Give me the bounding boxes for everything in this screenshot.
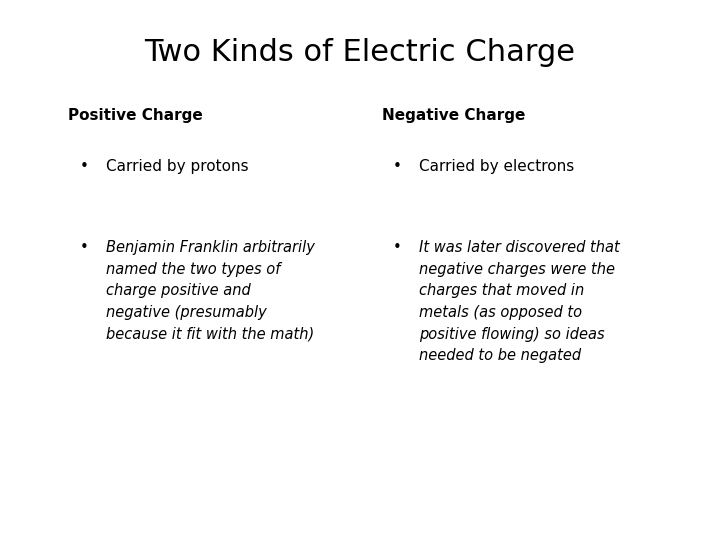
Text: •: • [393,240,402,255]
Text: It was later discovered that
negative charges were the
charges that moved in
met: It was later discovered that negative ch… [419,240,620,363]
Text: Two Kinds of Electric Charge: Two Kinds of Electric Charge [145,38,575,67]
Text: Benjamin Franklin arbitrarily
named the two types of
charge positive and
negativ: Benjamin Franklin arbitrarily named the … [106,240,315,342]
Text: •: • [80,240,89,255]
Text: Carried by electrons: Carried by electrons [419,159,575,174]
Text: Negative Charge: Negative Charge [382,108,525,123]
Text: •: • [393,159,402,174]
Text: Positive Charge: Positive Charge [68,108,203,123]
Text: •: • [80,159,89,174]
Text: Carried by protons: Carried by protons [106,159,248,174]
